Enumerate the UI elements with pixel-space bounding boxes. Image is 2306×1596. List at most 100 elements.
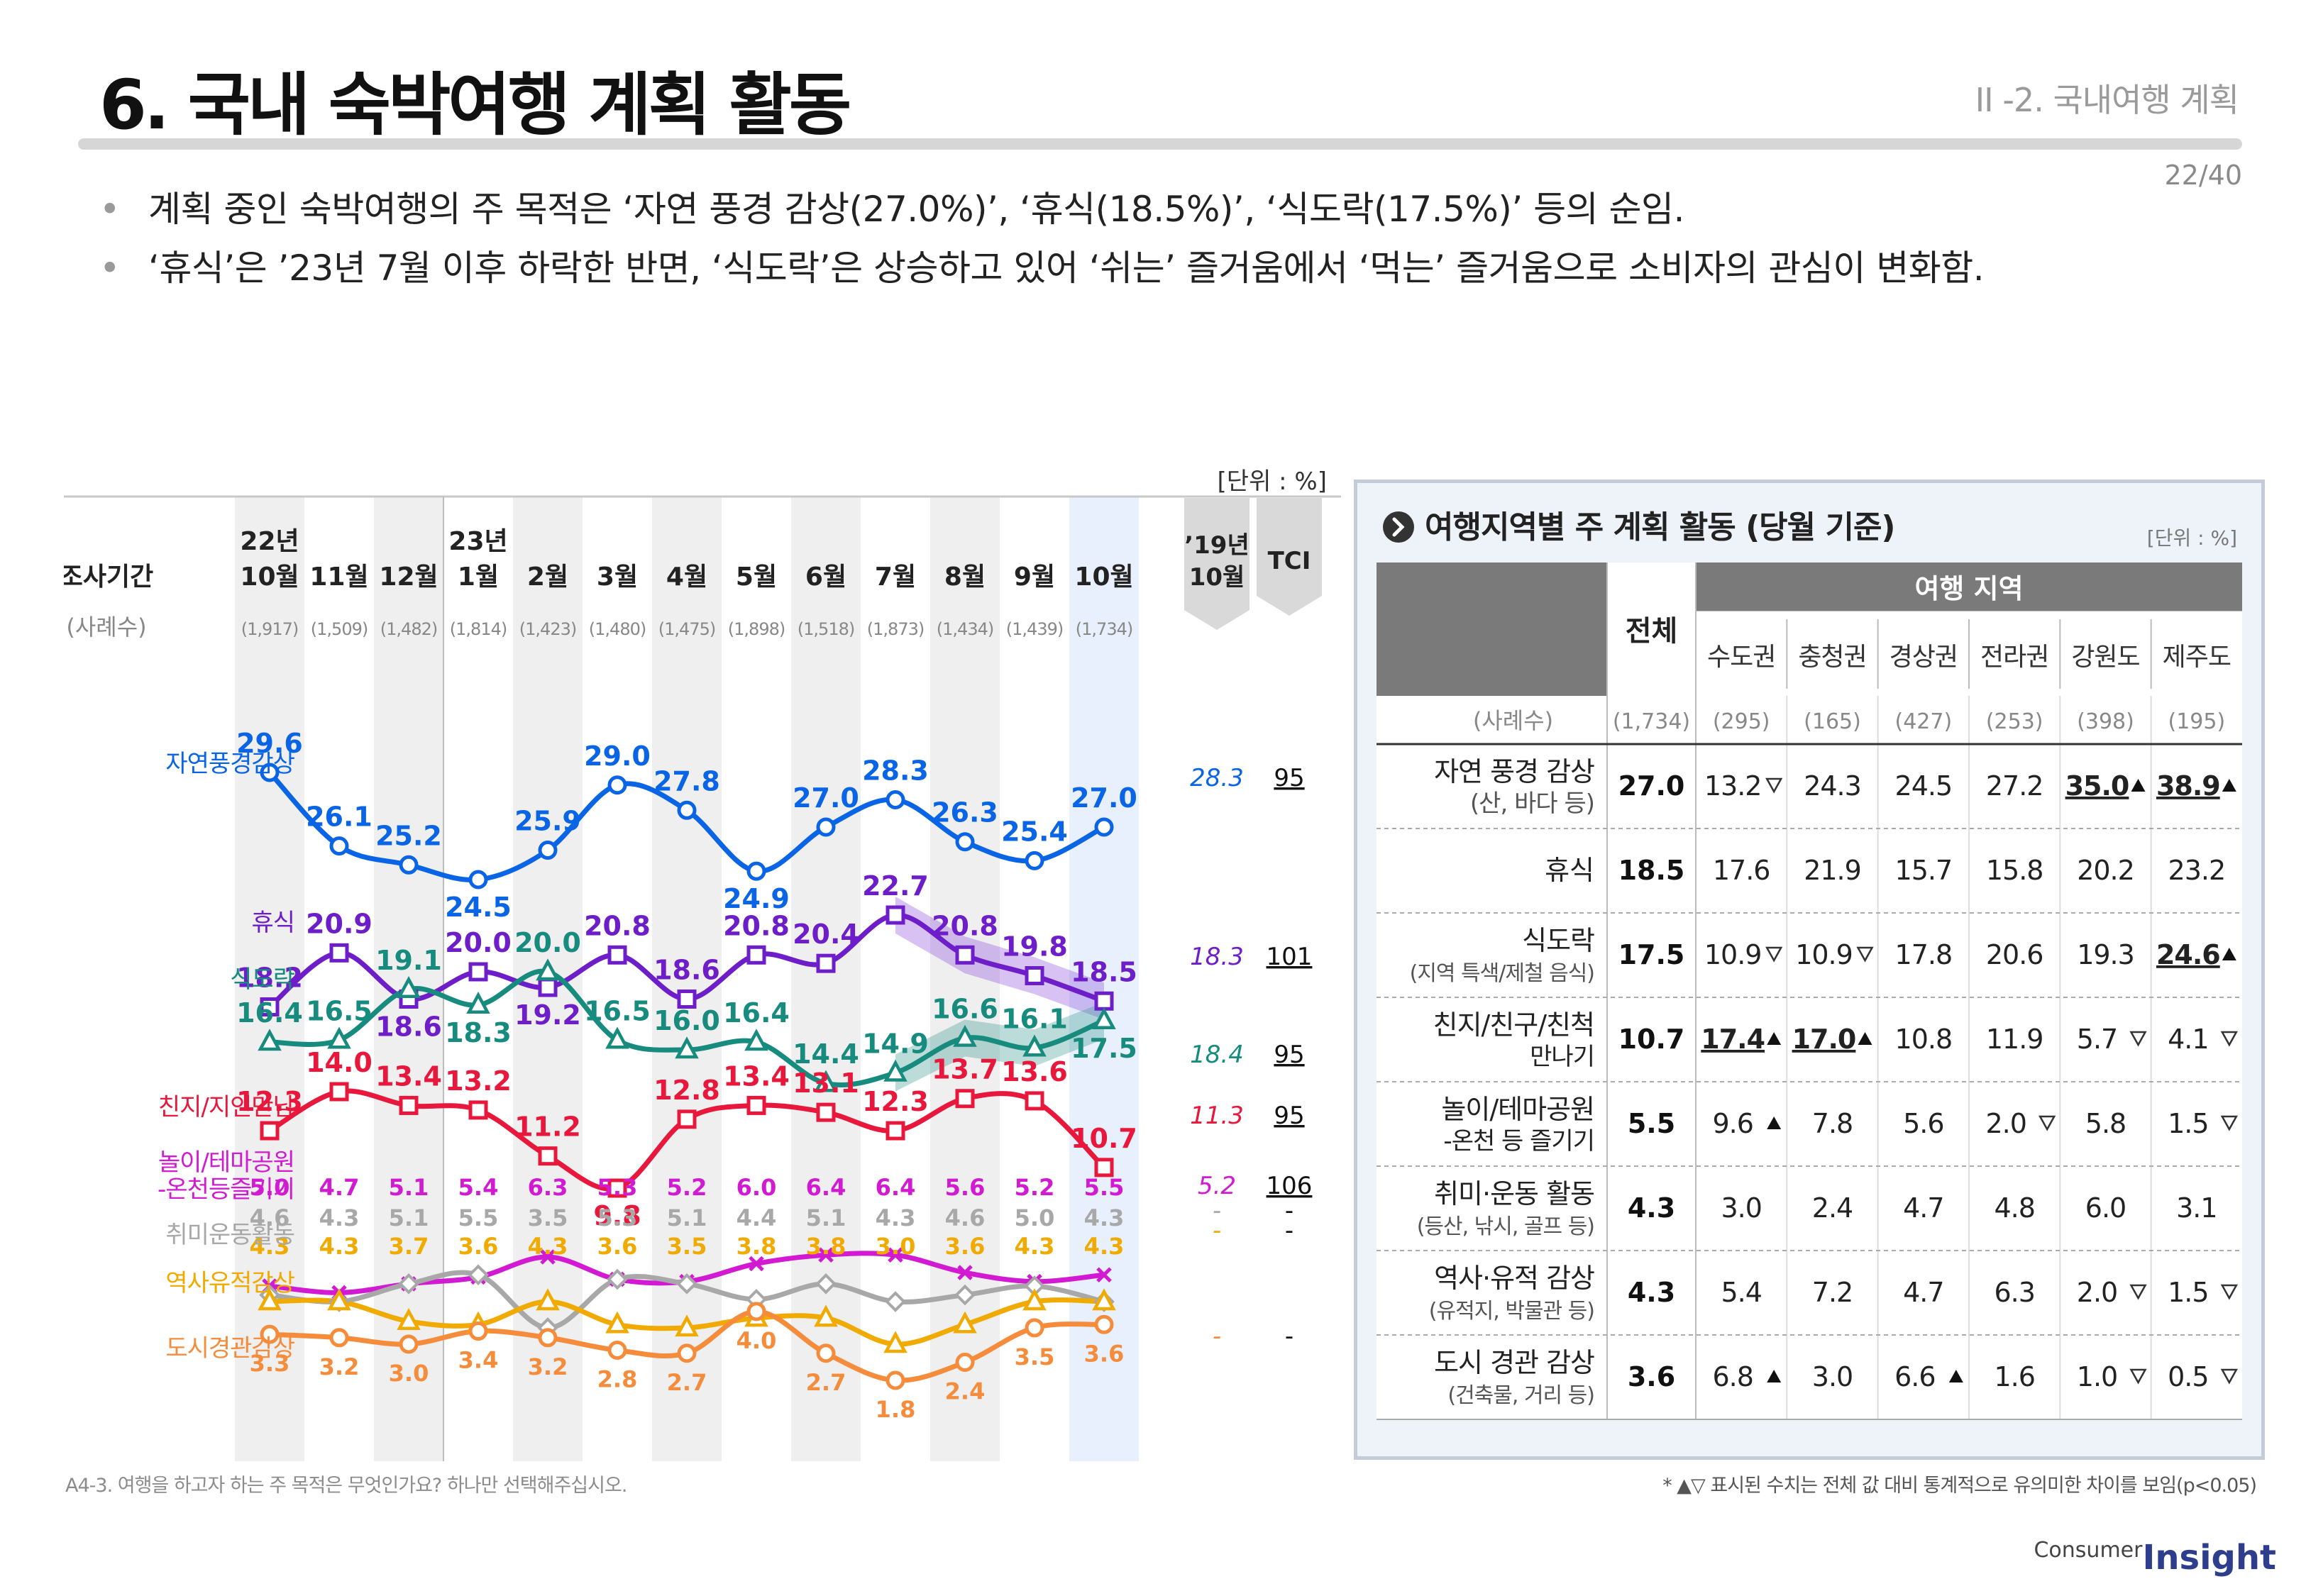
data-point	[814, 1304, 838, 1327]
region-column-header: 전라권	[1980, 643, 2048, 672]
data-label: 20.8	[723, 910, 790, 941]
sample-row-value: (427)	[1894, 709, 1952, 734]
data-label: 12.8	[653, 1075, 720, 1106]
ref-col-header: ’19년	[1184, 531, 1249, 560]
data-point	[1094, 817, 1114, 837]
data-point	[677, 800, 697, 820]
row-label: 취미·운동 활동	[1434, 1178, 1594, 1209]
series-name-label: 놀이/테마공원	[158, 1148, 294, 1177]
region-column-header: 수도권	[1707, 643, 1775, 672]
data-label: 18.6	[375, 1012, 442, 1043]
summary-text: 계획 중인 숙박여행의 주 목적은 ‘자연 풍경 감상(27.0%)’, ‘휴식…	[148, 189, 1684, 230]
data-label: 3.7	[389, 1233, 429, 1260]
data-label: 5.1	[806, 1204, 846, 1231]
series-name-label: 휴식	[251, 909, 294, 937]
data-label: 11.2	[514, 1112, 581, 1143]
unit-label: [단위 : %]	[1218, 467, 1327, 496]
cell-value: 24.3	[1804, 770, 1861, 802]
cell-value: 6.6	[1894, 1361, 1935, 1392]
trend-line-chart: [단위 : %] 조사기간 (사례수) 22년 10월 (1,917) 11월 (1,509)…	[64, 467, 1341, 1461]
data-point	[260, 997, 280, 1016]
x-sample-size: (1,475)	[658, 619, 715, 639]
row-label: 도시 경관 감상	[1434, 1347, 1594, 1378]
trend-highlight-band	[895, 1002, 1104, 1092]
summary-bullet: • ‘휴식’은 ’23년 7월 이후 하락한 반면, ‘식도락’은 상승하고 있어…	[99, 240, 1985, 291]
data-label: 1.8	[876, 1396, 916, 1423]
data-label: 18.5	[1071, 956, 1137, 987]
cell-value: 5.8	[2085, 1108, 2126, 1139]
ref-value: -	[1213, 1322, 1221, 1351]
data-point	[540, 1249, 556, 1265]
x-sample-size: (1,423)	[519, 619, 576, 639]
row-label: 휴식	[1545, 855, 1594, 886]
significant-down-icon	[2220, 1115, 2238, 1131]
ref-value: 18.3	[1190, 943, 1244, 971]
brand-logo: ConsumerInsight	[2034, 1538, 2276, 1578]
row-sublabel: -온천 등 즐기기	[1443, 1127, 1594, 1156]
data-point	[676, 1273, 697, 1295]
cell-value: 38.9	[2156, 770, 2220, 802]
data-label: 9.8	[593, 1200, 641, 1231]
cell-value: 1.5	[2168, 1108, 2208, 1139]
tci-value: -	[1285, 1197, 1293, 1225]
data-point	[957, 1265, 973, 1280]
series-name-label: 도시경관감상	[165, 1334, 294, 1363]
data-point	[607, 775, 627, 795]
chevron-right-icon	[1392, 517, 1405, 537]
data-point	[749, 1256, 764, 1272]
cell-value: 15.8	[1986, 855, 2043, 886]
data-label: 19.1	[375, 945, 442, 976]
data-label: 19.2	[514, 999, 581, 1031]
region-column-header: 충청권	[1798, 643, 1866, 672]
data-point	[1096, 1267, 1112, 1282]
data-label: 5.6	[945, 1174, 986, 1201]
significant-up-icon	[1767, 1370, 1782, 1382]
data-label: 6.3	[528, 1174, 568, 1201]
sample-row-value: (398)	[2077, 709, 2134, 734]
tci-col-header: TCI	[1268, 547, 1311, 575]
x-sample-size: (1,873)	[867, 619, 924, 639]
data-label: 2.8	[597, 1366, 638, 1393]
series-name-label: 취미운동활동	[165, 1221, 294, 1249]
data-label: 5.2	[667, 1174, 707, 1201]
data-point	[886, 1370, 905, 1390]
data-point	[329, 943, 349, 963]
data-point	[607, 945, 627, 965]
section-label: II -2. 국내여행 계획	[1975, 81, 2239, 119]
data-label: 6.4	[806, 1174, 846, 1201]
data-label: 13.4	[375, 1060, 442, 1092]
ref-column-tab	[1184, 498, 1249, 630]
significant-down-icon	[2220, 1284, 2238, 1300]
data-point	[538, 841, 558, 860]
cell-value: 17.6	[1713, 855, 1770, 886]
data-label: 24.9	[723, 883, 790, 914]
tci-value: -	[1285, 1322, 1293, 1351]
data-point	[399, 855, 419, 875]
cell-value: 10.9	[1704, 939, 1762, 970]
data-point	[818, 1247, 834, 1263]
tci-value: 95	[1274, 1102, 1304, 1130]
data-point	[816, 953, 836, 973]
data-label: 3.6	[945, 1233, 986, 1260]
cell-value: 35.0	[2065, 770, 2129, 802]
table-unit: [단위 : %]	[2147, 526, 2237, 550]
row-label: 역사·유적 감상	[1434, 1263, 1594, 1294]
data-label: 4.3	[1084, 1233, 1125, 1260]
data-point	[607, 1178, 627, 1198]
data-label: 20.9	[306, 908, 373, 939]
data-point	[468, 1264, 489, 1286]
tci-value: 95	[1274, 764, 1304, 792]
table-header-total-cell	[1607, 563, 1696, 696]
significant-down-icon	[2220, 1368, 2238, 1385]
data-point	[538, 977, 558, 997]
data-label: 4.3	[319, 1233, 360, 1260]
cell-value: 19.3	[2077, 939, 2134, 970]
data-label: 3.3	[250, 1350, 290, 1377]
data-point	[466, 992, 490, 1014]
row-sublabel: (건축물, 거리 등)	[1447, 1383, 1594, 1408]
data-point	[1022, 1034, 1047, 1057]
sample-row-value: (295)	[1713, 709, 1770, 734]
x-sample-size: (1,917)	[241, 619, 298, 639]
row-label: 놀이/테마공원	[1441, 1094, 1594, 1125]
